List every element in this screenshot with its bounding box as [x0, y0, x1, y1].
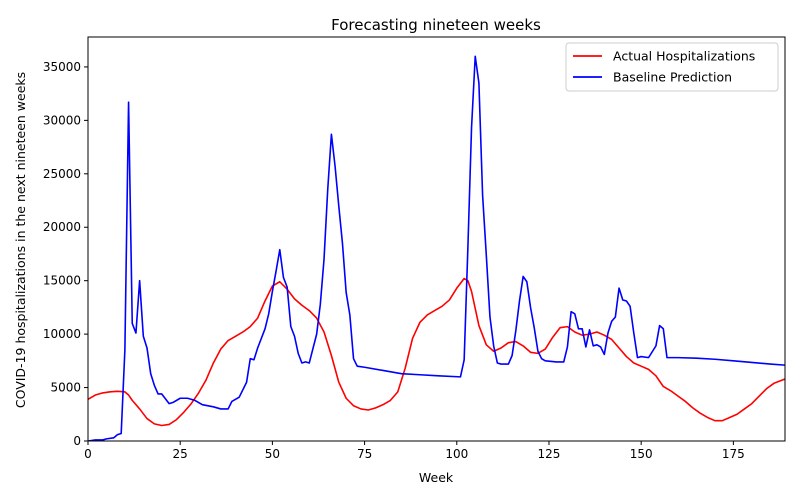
plot-frame: [87, 36, 786, 442]
x-tick-label: 150: [630, 447, 653, 461]
y-tick-label: 35000: [43, 60, 81, 74]
y-tick-label: 15000: [43, 274, 81, 288]
y-axis-label: COVID-19 hospitalizations in the next ni…: [13, 72, 28, 408]
x-tick-label: 175: [722, 447, 745, 461]
legend: Actual Hospitalizations Baseline Predicti…: [565, 42, 779, 92]
y-axis: 0 5000 10000 15000 20000 25000 30000 35000: [43, 60, 88, 448]
legend-label-0: Actual Hospitalizations: [613, 49, 755, 64]
y-tick-label: 5000: [50, 381, 81, 395]
y-tick-label: 0: [73, 434, 81, 448]
plot-area: [87, 36, 786, 442]
legend-box: [565, 42, 779, 92]
x-tick-label: 125: [538, 447, 561, 461]
y-tick-label: 30000: [43, 113, 81, 127]
chart-title: Forecasting nineteen weeks: [331, 16, 541, 34]
x-axis-label: Week: [419, 470, 454, 485]
y-tick-label: 20000: [43, 220, 81, 234]
x-axis: 0 25 50 75 100 125 150 175: [84, 441, 745, 461]
x-tick-label: 100: [445, 447, 468, 461]
legend-label-1: Baseline Prediction: [613, 70, 732, 85]
x-tick-label: 0: [84, 447, 92, 461]
x-tick-label: 50: [265, 447, 280, 461]
series-line-1: [88, 55, 785, 441]
x-tick-label: 75: [357, 447, 372, 461]
series-line-0: [88, 277, 785, 427]
x-tick-label: 25: [173, 447, 188, 461]
y-tick-label: 10000: [43, 327, 81, 341]
y-tick-label: 25000: [43, 167, 81, 181]
